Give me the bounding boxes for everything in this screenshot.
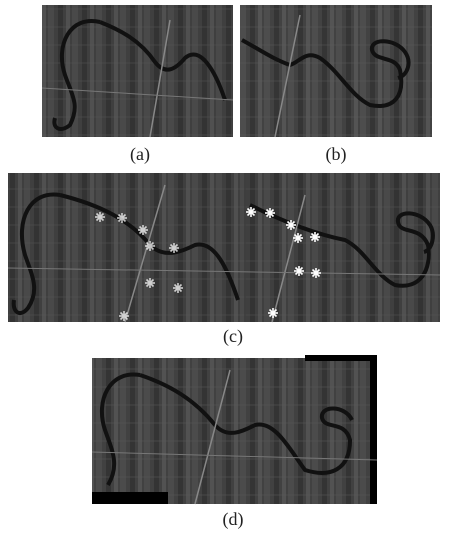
- image-a: [42, 5, 233, 137]
- image-b: [240, 5, 432, 137]
- caption: (a): [130, 144, 150, 165]
- caption: (b): [326, 144, 347, 165]
- figure: (a) (b) (c): [0, 0, 458, 533]
- caption: (d): [223, 509, 244, 530]
- image-d: [92, 355, 377, 504]
- caption: (c): [223, 326, 243, 347]
- image-c: [8, 173, 440, 322]
